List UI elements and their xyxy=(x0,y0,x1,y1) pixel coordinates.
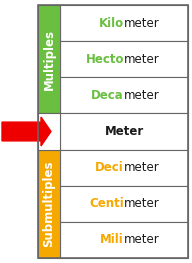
Text: Deci: Deci xyxy=(95,161,124,174)
Text: meter: meter xyxy=(124,89,160,102)
Text: Deca: Deca xyxy=(91,89,124,102)
Text: Multiples: Multiples xyxy=(42,29,55,90)
Text: Hecto: Hecto xyxy=(85,53,124,66)
Bar xyxy=(38,5,188,258)
Bar xyxy=(60,77,188,113)
Text: meter: meter xyxy=(124,197,160,210)
Text: meter: meter xyxy=(124,234,160,246)
Bar xyxy=(60,150,188,186)
Text: Kilo: Kilo xyxy=(99,17,124,29)
Text: Submultiples: Submultiples xyxy=(42,160,55,247)
Bar xyxy=(60,222,188,258)
Text: Centi: Centi xyxy=(89,197,124,210)
Bar xyxy=(38,5,60,113)
Text: meter: meter xyxy=(124,161,160,174)
Text: Mili: Mili xyxy=(100,234,124,246)
FancyArrow shape xyxy=(2,117,51,146)
Text: meter: meter xyxy=(124,53,160,66)
Bar xyxy=(60,113,188,150)
Bar xyxy=(38,113,60,150)
Bar xyxy=(60,186,188,222)
Bar xyxy=(38,150,60,258)
Text: meter: meter xyxy=(124,17,160,29)
Bar xyxy=(60,5,188,41)
Text: Meter: Meter xyxy=(104,125,144,138)
Bar xyxy=(60,41,188,77)
